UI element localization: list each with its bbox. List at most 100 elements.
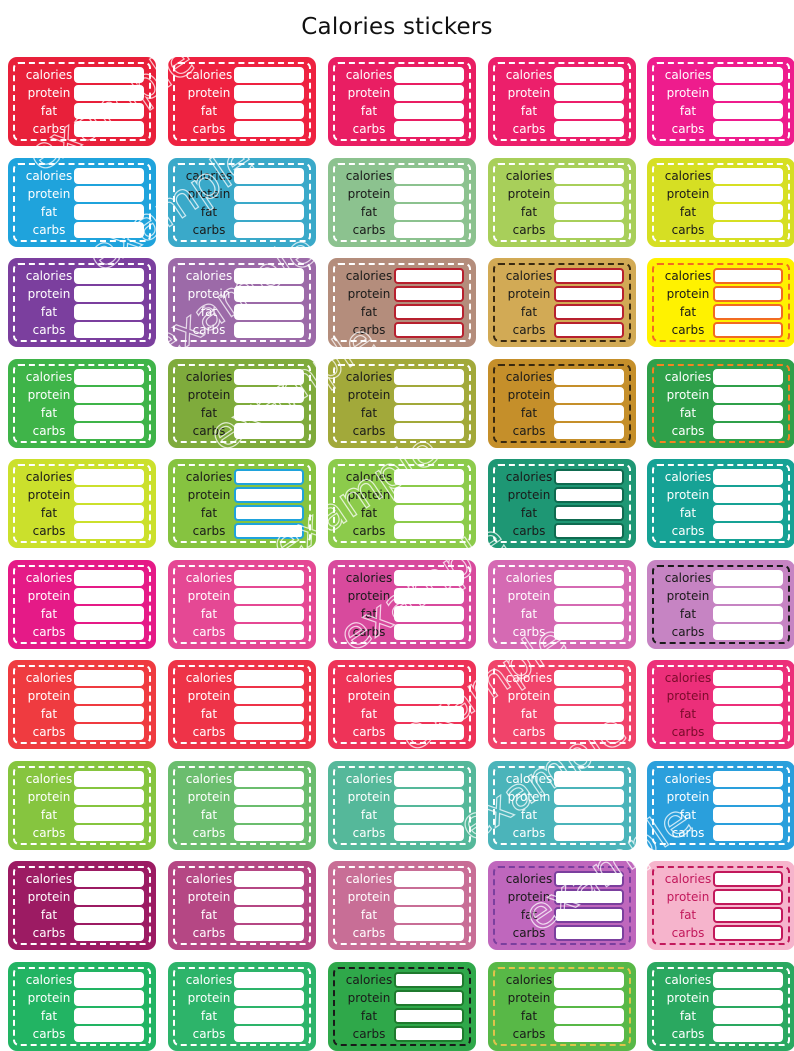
sticker-entry-box-calories[interactable] bbox=[74, 670, 144, 686]
sticker-entry-box-fat[interactable] bbox=[234, 1008, 304, 1024]
sticker-entry-box-protein[interactable] bbox=[74, 186, 144, 202]
sticker-entry-box-carbs[interactable] bbox=[554, 925, 624, 941]
sticker-entry-box-carbs[interactable] bbox=[234, 1026, 304, 1042]
sticker-entry-box-protein[interactable] bbox=[554, 990, 624, 1006]
sticker-entry-box-calories[interactable] bbox=[74, 469, 144, 485]
sticker-entry-box-carbs[interactable] bbox=[234, 523, 304, 539]
sticker-entry-box-protein[interactable] bbox=[234, 387, 304, 403]
sticker-entry-box-fat[interactable] bbox=[74, 505, 144, 521]
sticker-entry-box-fat[interactable] bbox=[74, 304, 144, 320]
sticker-entry-box-carbs[interactable] bbox=[713, 724, 783, 740]
sticker-entry-box-protein[interactable] bbox=[713, 688, 783, 704]
sticker-entry-box-protein[interactable] bbox=[554, 487, 624, 503]
sticker-entry-box-calories[interactable] bbox=[394, 369, 464, 385]
sticker-entry-box-calories[interactable] bbox=[713, 871, 783, 887]
sticker-entry-box-calories[interactable] bbox=[394, 871, 464, 887]
sticker-entry-box-fat[interactable] bbox=[394, 505, 464, 521]
sticker-entry-box-protein[interactable] bbox=[234, 889, 304, 905]
sticker-entry-box-protein[interactable] bbox=[394, 688, 464, 704]
sticker-entry-box-protein[interactable] bbox=[394, 990, 464, 1006]
sticker-entry-box-carbs[interactable] bbox=[554, 724, 624, 740]
sticker-entry-box-fat[interactable] bbox=[394, 907, 464, 923]
sticker-entry-box-carbs[interactable] bbox=[554, 825, 624, 841]
sticker-entry-box-carbs[interactable] bbox=[713, 523, 783, 539]
sticker-entry-box-protein[interactable] bbox=[234, 487, 304, 503]
sticker-entry-box-calories[interactable] bbox=[74, 972, 144, 988]
sticker-entry-box-fat[interactable] bbox=[554, 505, 624, 521]
sticker-entry-box-calories[interactable] bbox=[713, 369, 783, 385]
sticker-entry-box-fat[interactable] bbox=[74, 405, 144, 421]
sticker-entry-box-protein[interactable] bbox=[234, 588, 304, 604]
sticker-entry-box-calories[interactable] bbox=[713, 972, 783, 988]
sticker-entry-box-calories[interactable] bbox=[554, 670, 624, 686]
sticker-entry-box-carbs[interactable] bbox=[394, 222, 464, 238]
sticker-entry-box-fat[interactable] bbox=[74, 204, 144, 220]
sticker-entry-box-carbs[interactable] bbox=[74, 624, 144, 640]
sticker-entry-box-protein[interactable] bbox=[394, 85, 464, 101]
sticker-entry-box-calories[interactable] bbox=[234, 369, 304, 385]
sticker-entry-box-calories[interactable] bbox=[554, 168, 624, 184]
sticker-entry-box-protein[interactable] bbox=[713, 789, 783, 805]
sticker-entry-box-calories[interactable] bbox=[234, 670, 304, 686]
sticker-entry-box-fat[interactable] bbox=[394, 606, 464, 622]
sticker-entry-box-calories[interactable] bbox=[394, 570, 464, 586]
sticker-entry-box-fat[interactable] bbox=[713, 706, 783, 722]
sticker-entry-box-calories[interactable] bbox=[74, 871, 144, 887]
sticker-entry-box-calories[interactable] bbox=[554, 871, 624, 887]
sticker-entry-box-calories[interactable] bbox=[394, 972, 464, 988]
sticker-entry-box-protein[interactable] bbox=[394, 889, 464, 905]
sticker-entry-box-carbs[interactable] bbox=[394, 322, 464, 338]
sticker-entry-box-carbs[interactable] bbox=[713, 121, 783, 137]
sticker-entry-box-carbs[interactable] bbox=[713, 222, 783, 238]
sticker-entry-box-fat[interactable] bbox=[74, 706, 144, 722]
sticker-entry-box-fat[interactable] bbox=[234, 304, 304, 320]
sticker-entry-box-calories[interactable] bbox=[394, 67, 464, 83]
sticker-entry-box-protein[interactable] bbox=[234, 85, 304, 101]
sticker-entry-box-carbs[interactable] bbox=[554, 624, 624, 640]
sticker-entry-box-calories[interactable] bbox=[713, 67, 783, 83]
sticker-entry-box-calories[interactable] bbox=[74, 168, 144, 184]
sticker-entry-box-carbs[interactable] bbox=[74, 724, 144, 740]
sticker-entry-box-carbs[interactable] bbox=[554, 1026, 624, 1042]
sticker-entry-box-calories[interactable] bbox=[554, 771, 624, 787]
sticker-entry-box-calories[interactable] bbox=[74, 771, 144, 787]
sticker-entry-box-protein[interactable] bbox=[74, 85, 144, 101]
sticker-entry-box-protein[interactable] bbox=[554, 186, 624, 202]
sticker-entry-box-calories[interactable] bbox=[74, 67, 144, 83]
sticker-entry-box-protein[interactable] bbox=[554, 588, 624, 604]
sticker-entry-box-calories[interactable] bbox=[234, 570, 304, 586]
sticker-entry-box-protein[interactable] bbox=[74, 789, 144, 805]
sticker-entry-box-protein[interactable] bbox=[74, 286, 144, 302]
sticker-entry-box-carbs[interactable] bbox=[74, 322, 144, 338]
sticker-entry-box-carbs[interactable] bbox=[74, 222, 144, 238]
sticker-entry-box-carbs[interactable] bbox=[394, 121, 464, 137]
sticker-entry-box-fat[interactable] bbox=[554, 304, 624, 320]
sticker-entry-box-carbs[interactable] bbox=[713, 925, 783, 941]
sticker-entry-box-protein[interactable] bbox=[713, 889, 783, 905]
sticker-entry-box-protein[interactable] bbox=[713, 186, 783, 202]
sticker-entry-box-fat[interactable] bbox=[394, 304, 464, 320]
sticker-entry-box-protein[interactable] bbox=[394, 186, 464, 202]
sticker-entry-box-fat[interactable] bbox=[74, 606, 144, 622]
sticker-entry-box-carbs[interactable] bbox=[713, 825, 783, 841]
sticker-entry-box-calories[interactable] bbox=[713, 570, 783, 586]
sticker-entry-box-carbs[interactable] bbox=[713, 423, 783, 439]
sticker-entry-box-fat[interactable] bbox=[74, 807, 144, 823]
sticker-entry-box-protein[interactable] bbox=[234, 688, 304, 704]
sticker-entry-box-fat[interactable] bbox=[713, 204, 783, 220]
sticker-entry-box-carbs[interactable] bbox=[234, 423, 304, 439]
sticker-entry-box-calories[interactable] bbox=[394, 168, 464, 184]
sticker-entry-box-calories[interactable] bbox=[554, 369, 624, 385]
sticker-entry-box-protein[interactable] bbox=[554, 789, 624, 805]
sticker-entry-box-carbs[interactable] bbox=[713, 322, 783, 338]
sticker-entry-box-calories[interactable] bbox=[554, 570, 624, 586]
sticker-entry-box-protein[interactable] bbox=[394, 789, 464, 805]
sticker-entry-box-carbs[interactable] bbox=[394, 925, 464, 941]
sticker-entry-box-protein[interactable] bbox=[394, 487, 464, 503]
sticker-entry-box-calories[interactable] bbox=[554, 469, 624, 485]
sticker-entry-box-protein[interactable] bbox=[554, 85, 624, 101]
sticker-entry-box-fat[interactable] bbox=[234, 807, 304, 823]
sticker-entry-box-fat[interactable] bbox=[713, 907, 783, 923]
sticker-entry-box-fat[interactable] bbox=[713, 103, 783, 119]
sticker-entry-box-fat[interactable] bbox=[234, 505, 304, 521]
